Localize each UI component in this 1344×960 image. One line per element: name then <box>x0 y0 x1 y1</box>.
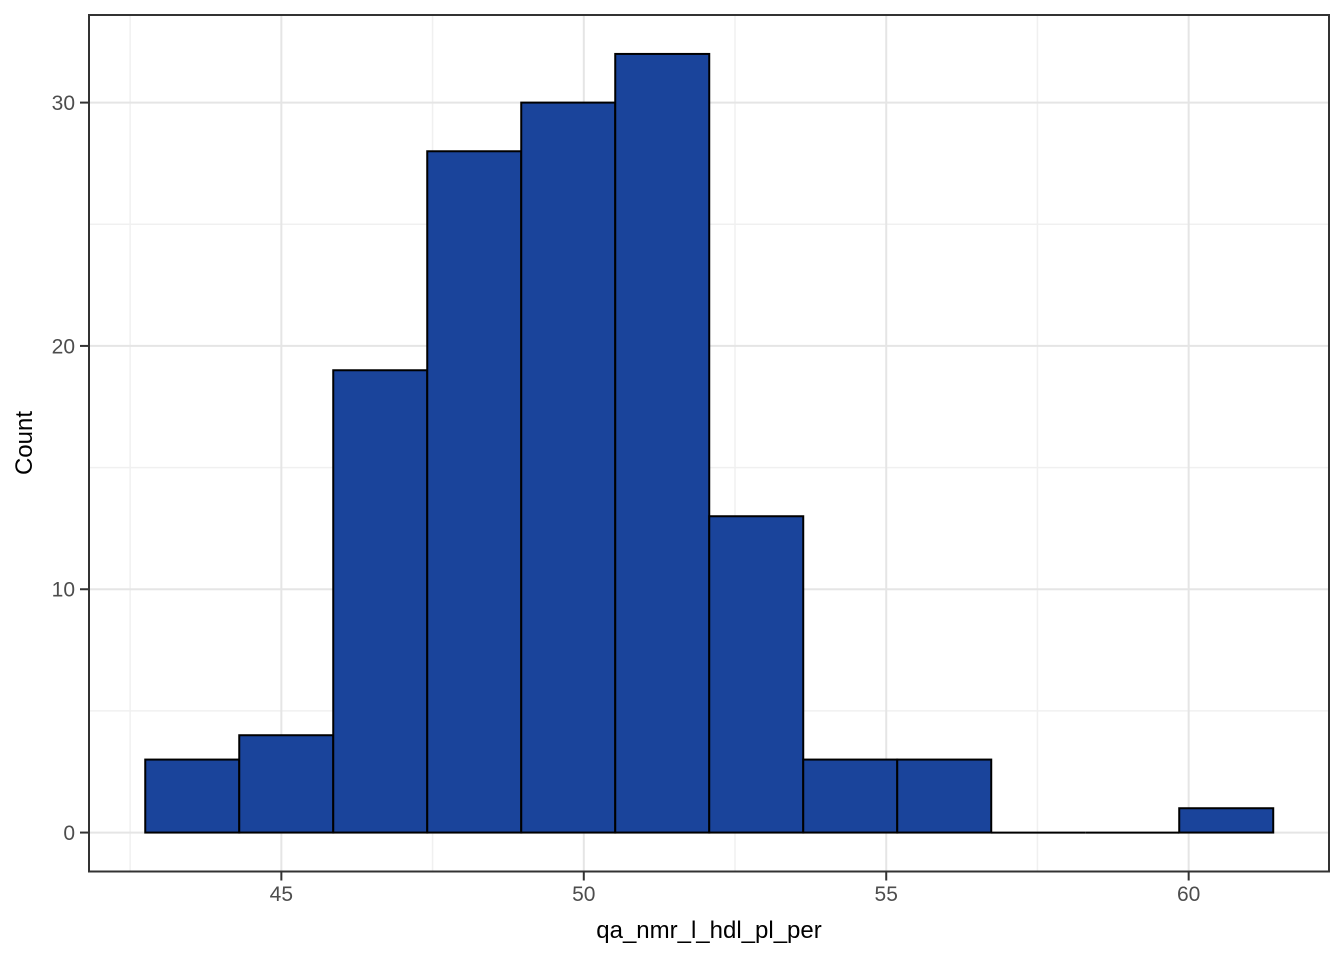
histogram-bar <box>520 101 617 834</box>
y-tick-label: 30 <box>52 92 75 115</box>
histogram-bar <box>708 515 805 834</box>
y-tick-label: 0 <box>63 822 75 845</box>
y-tick-label: 20 <box>52 335 75 358</box>
histogram-bar <box>614 52 711 834</box>
tick-labels: 45 50 55 60 0 10 20 30 <box>52 92 1201 906</box>
panel-border <box>88 14 1330 873</box>
histogram-bar <box>802 758 899 834</box>
y-axis-title: Count <box>11 410 38 476</box>
histogram-bars <box>144 52 1275 834</box>
x-axis-title: qa_nmr_l_hdl_pl_per <box>596 917 822 944</box>
histogram-bar <box>332 369 429 834</box>
x-tick-label: 50 <box>572 883 595 906</box>
histogram-bar <box>426 150 523 834</box>
axis-ticks <box>80 101 1190 881</box>
histogram-bar <box>896 758 993 834</box>
y-tick-label: 10 <box>52 579 75 602</box>
histogram-bar <box>144 758 241 834</box>
histogram-bar <box>1178 807 1275 834</box>
x-tick-label: 55 <box>875 883 898 906</box>
x-tick-label: 60 <box>1177 883 1200 906</box>
histogram-bar <box>238 734 335 834</box>
x-tick-label: 45 <box>270 883 293 906</box>
